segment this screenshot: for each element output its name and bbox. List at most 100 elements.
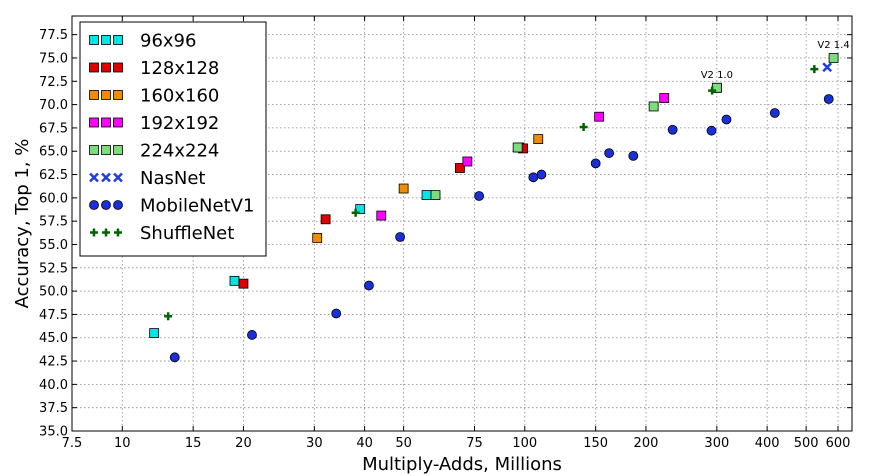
point-mobilenetv1 xyxy=(395,232,405,242)
y-tick-label: 47.5 xyxy=(39,308,68,323)
x-tick-label: 30 xyxy=(306,436,323,451)
point-mobilenetv1 xyxy=(823,94,834,104)
point-mobilenetv1 xyxy=(169,352,180,363)
point-128x128 xyxy=(455,163,465,173)
legend-marker xyxy=(89,90,99,100)
x-tick-label: 200 xyxy=(634,436,659,451)
legend-marker xyxy=(89,172,99,183)
legend-marker xyxy=(114,228,122,237)
annotations: V2 1.0 V2 1.4 xyxy=(701,40,850,81)
legend-marker xyxy=(113,145,123,155)
data-marks xyxy=(149,53,839,363)
plot-frame xyxy=(71,15,853,432)
legend-label: 128x128 xyxy=(140,58,219,79)
y-tick-label: 67.5 xyxy=(39,121,68,136)
point-mobilenetv1 xyxy=(536,169,547,180)
legend-marker xyxy=(101,117,111,128)
point-192x192 xyxy=(462,156,473,167)
legend-marker xyxy=(101,90,111,100)
y-tick-label: 52.5 xyxy=(39,261,68,276)
x-tick-label: 150 xyxy=(583,436,608,451)
annotation-label: V2 1.4 xyxy=(817,40,849,51)
point-160x160 xyxy=(398,183,409,194)
legend-label: ShuffleNet xyxy=(140,223,234,244)
point-shufflenet xyxy=(708,86,717,95)
y-tick-label: 50.0 xyxy=(39,285,68,300)
point-224x224 xyxy=(512,142,523,153)
point-shufflenet xyxy=(579,122,588,131)
x-tick-label: 10 xyxy=(114,436,131,451)
legend-marker xyxy=(113,172,123,183)
y-tick-label: 77.5 xyxy=(39,28,68,43)
legend-label: NasNet xyxy=(140,168,205,189)
y-tick-label: 70.0 xyxy=(39,98,68,113)
point-160x160 xyxy=(533,134,544,145)
legend-marker xyxy=(89,62,99,73)
x-tick-label: 20 xyxy=(235,436,252,451)
legend-marker xyxy=(113,62,123,73)
y-tick-label: 42.5 xyxy=(39,355,68,370)
x-tick-label: 400 xyxy=(755,436,780,451)
x-tick-label: 600 xyxy=(826,436,851,451)
point-192x192 xyxy=(594,111,605,122)
point-mobilenetv1 xyxy=(528,172,539,183)
y-axis-label: Accuracy, Top 1, % xyxy=(12,139,33,309)
y-tick-label: 45.0 xyxy=(39,331,68,346)
point-mobilenetv1 xyxy=(706,125,717,136)
point-128x128 xyxy=(238,278,249,289)
ticks: 7.5 10 15 20 30 40 50 75 100 150 200 300 400 500 600 35… xyxy=(39,16,852,451)
annotation-label: V2 1.0 xyxy=(701,70,733,81)
point-mobilenetv1 xyxy=(364,280,374,291)
point-96x96 xyxy=(149,328,160,338)
point-mobilenetv1 xyxy=(247,330,257,340)
x-tick-label: 300 xyxy=(704,436,729,451)
y-tick-label: 72.5 xyxy=(39,75,68,90)
y-tick-label: 75.0 xyxy=(39,51,68,66)
x-tick-label: 7.5 xyxy=(62,436,83,451)
point-192x192 xyxy=(376,210,387,221)
x-tick-label: 100 xyxy=(512,436,537,451)
legend-marker xyxy=(113,90,123,100)
y-tick-label: 60.0 xyxy=(39,191,68,206)
x-tick-label: 50 xyxy=(395,436,412,451)
x-tick-label: 75 xyxy=(466,436,483,451)
point-192x192 xyxy=(659,93,670,103)
point-160x160 xyxy=(312,233,323,243)
x-tick-label: 15 xyxy=(185,436,202,451)
legend-marker xyxy=(102,228,110,237)
y-tick-label: 40.0 xyxy=(39,378,68,393)
point-mobilenetv1 xyxy=(628,150,639,161)
x-tick-label: 40 xyxy=(356,436,373,451)
legend-marker xyxy=(101,145,111,155)
point-96x96 xyxy=(421,190,432,200)
legend-marker xyxy=(101,35,111,45)
point-224x224 xyxy=(648,101,659,112)
legend-marker xyxy=(113,117,123,128)
y-tick-label: 62.5 xyxy=(39,168,68,183)
legend-marker xyxy=(101,172,111,183)
point-mobilenetv1 xyxy=(331,308,342,319)
legend-marker xyxy=(101,62,111,73)
legend-marker xyxy=(101,200,111,210)
point-shufflenet xyxy=(810,65,819,74)
legend-label: 224x224 xyxy=(140,141,219,162)
point-mobilenetv1 xyxy=(721,114,732,125)
legend-marker xyxy=(113,35,123,45)
x-tick-label: 500 xyxy=(794,436,819,451)
point-mobilenetv1 xyxy=(604,148,615,158)
legend-marker xyxy=(89,35,99,45)
point-224x224 xyxy=(430,190,441,200)
legend-label: MobileNetV1 xyxy=(140,196,254,217)
legend-box xyxy=(79,21,267,257)
legend-label: 96x96 xyxy=(140,31,196,52)
legend-label: 192x192 xyxy=(140,113,219,134)
y-tick-label: 65.0 xyxy=(39,145,68,160)
point-shufflenet xyxy=(351,208,360,217)
point-shufflenet xyxy=(164,312,173,321)
legend: 96x96 128x128 160x160 192x192 224x224 NasNet M… xyxy=(79,21,267,257)
point-mobilenetv1 xyxy=(667,124,678,135)
legend-label: 160x160 xyxy=(140,86,219,107)
legend-marker xyxy=(90,228,98,237)
y-tick-label: 55.0 xyxy=(39,238,68,253)
